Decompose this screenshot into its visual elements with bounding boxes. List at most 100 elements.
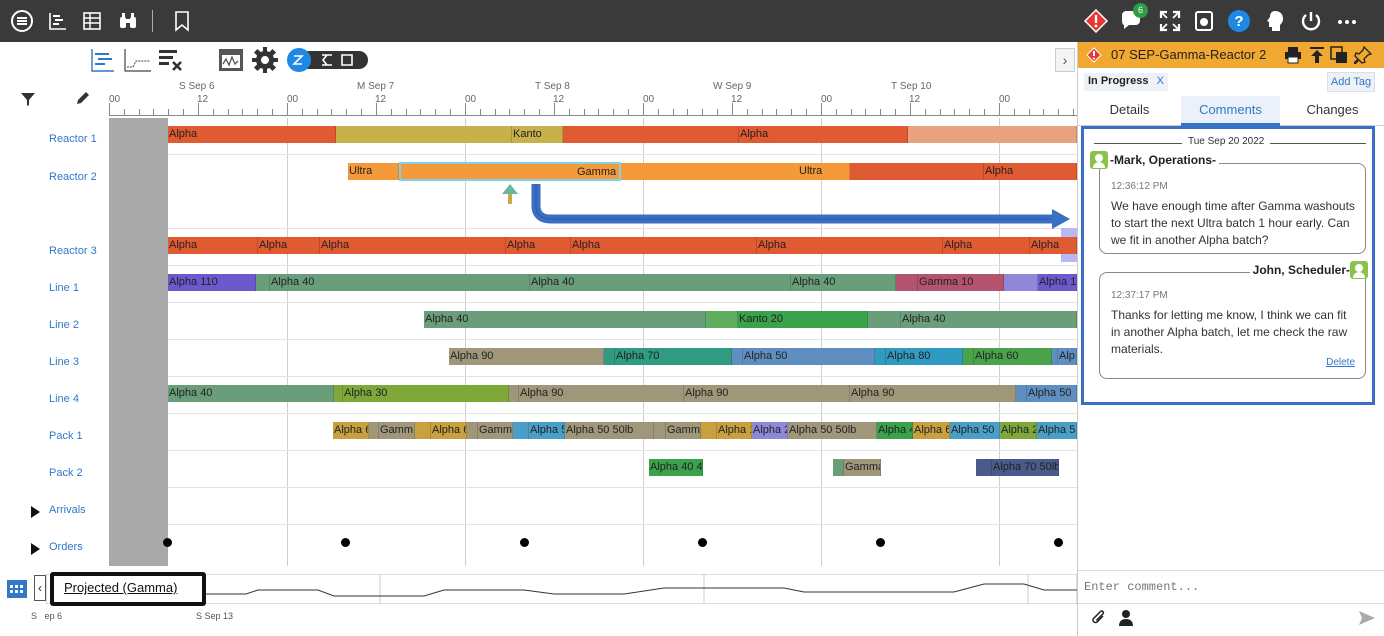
batch-bar[interactable]: Alpha	[1030, 237, 1077, 254]
settings-gear-icon[interactable]	[250, 46, 280, 74]
collapse-panel-chevron-icon[interactable]: ›	[1055, 48, 1075, 72]
batch-bar[interactable]: Alpha 6	[333, 422, 369, 439]
batch-bar-hatched[interactable]	[1016, 385, 1027, 402]
overview-left-chevron-icon[interactable]: ‹	[34, 575, 46, 601]
batch-bar[interactable]: Alpha 40	[530, 274, 791, 291]
batch-bar[interactable]: Alpha 40	[168, 385, 334, 402]
batch-bar[interactable]: Ultra	[348, 163, 399, 180]
batch-bar-hatched[interactable]	[896, 274, 918, 291]
batch-bar[interactable]: Alpha 40	[424, 311, 706, 328]
batch-bar-hatched[interactable]	[875, 348, 886, 365]
filter-icon[interactable]	[20, 92, 36, 109]
row-label-reactor-1[interactable]: Reactor 1	[49, 133, 97, 145]
batch-bar[interactable]: Alpha 40	[270, 274, 530, 291]
copy-icon[interactable]	[1330, 46, 1348, 67]
row-label-reactor-3[interactable]: Reactor 3	[49, 245, 97, 257]
batch-bar-hatched[interactable]	[1004, 274, 1038, 291]
bookmark-icon[interactable]	[168, 7, 196, 35]
order-marker[interactable]	[698, 538, 707, 547]
table-view-icon[interactable]	[78, 7, 106, 35]
batch-bar[interactable]: Gamm	[666, 422, 701, 439]
remove-tag-button[interactable]: X	[1156, 75, 1164, 87]
batch-bar[interactable]: Alpha 50 50lb	[788, 422, 877, 439]
order-marker[interactable]	[163, 538, 172, 547]
row-label-line-1[interactable]: Line 1	[49, 282, 79, 294]
batch-bar[interactable]: Alpha 90	[449, 348, 604, 365]
upload-icon[interactable]	[1308, 46, 1326, 67]
batch-bar[interactable]: Alpha 70	[615, 348, 732, 365]
row-label-pack-1[interactable]: Pack 1	[49, 430, 83, 442]
batch-bar[interactable]: Alpha 90	[519, 385, 684, 402]
alert-diamond-icon[interactable]	[1082, 7, 1110, 35]
calendar-icon[interactable]	[6, 577, 28, 602]
batch-bar-hatched[interactable]	[467, 422, 478, 439]
batch-bar[interactable]: Alpha 5	[529, 422, 565, 439]
user-head-icon[interactable]	[1261, 7, 1289, 35]
batch-bar[interactable]: Alpha 6	[431, 422, 467, 439]
batch-bar-hatched[interactable]	[336, 126, 512, 143]
batch-bar[interactable]: Alpha	[258, 237, 320, 254]
row-label-reactor-2[interactable]: Reactor 2	[49, 171, 97, 183]
batch-bar[interactable]: Gamm	[379, 422, 415, 439]
batch-bar[interactable]: Alpha	[757, 237, 943, 254]
tab-details[interactable]: Details	[1109, 102, 1150, 117]
batch-bar[interactable]: Alpha 2	[1000, 422, 1037, 439]
batch-bar-hatched[interactable]	[563, 126, 739, 143]
batch-bar-hatched[interactable]	[732, 348, 743, 365]
batch-bar[interactable]: Alpha 50	[950, 422, 1000, 439]
trend-chart-icon[interactable]	[122, 46, 154, 74]
batch-bar[interactable]: Alpha 50	[1027, 385, 1077, 402]
order-marker[interactable]	[1054, 538, 1063, 547]
batch-bar[interactable]: Alpha 50	[743, 348, 875, 365]
batch-bar-hatched[interactable]	[415, 422, 431, 439]
batch-bar[interactable]: Alp	[1058, 348, 1077, 365]
attach-paperclip-icon[interactable]	[1090, 609, 1108, 630]
info-tile-icon[interactable]	[1190, 7, 1218, 35]
batch-bar[interactable]: Alpha	[943, 237, 1030, 254]
batch-bar[interactable]: Alpha 110	[168, 274, 256, 291]
batch-bar-hatched[interactable]	[908, 126, 1077, 143]
batch-bar[interactable]: Alpha 40	[791, 274, 896, 291]
binoculars-icon[interactable]	[114, 7, 142, 35]
batch-bar[interactable]: Alpha 4	[877, 422, 913, 439]
batch-bar[interactable]: Alpha 6	[913, 422, 950, 439]
more-options-icon[interactable]	[1333, 7, 1361, 35]
app-menu-icon[interactable]	[8, 7, 36, 35]
batch-bar[interactable]: Alpha 30	[343, 385, 509, 402]
gantt-layout-icon[interactable]	[88, 46, 118, 74]
pin-icon[interactable]	[1353, 45, 1373, 67]
clear-rows-icon[interactable]	[156, 46, 186, 74]
batch-bar-hatched[interactable]	[976, 459, 992, 476]
fullscreen-icon[interactable]	[1156, 7, 1184, 35]
batch-bar-hatched[interactable]	[701, 422, 717, 439]
expand-orders-icon[interactable]	[31, 543, 40, 555]
batch-bar-hatched[interactable]: Ultra	[621, 163, 850, 180]
batch-bar[interactable]: Alpha 80	[886, 348, 963, 365]
batch-bar-hatched[interactable]	[654, 422, 666, 439]
batch-bar-hatched[interactable]	[963, 348, 974, 365]
projected-scenario-selector[interactable]: Projected (Gamma)	[50, 572, 206, 606]
delete-comment-link[interactable]: Delete	[1326, 357, 1355, 368]
power-icon[interactable]	[1297, 7, 1325, 35]
selected-batch-bar[interactable]: Gamma	[399, 162, 621, 181]
batch-bar-hatched[interactable]	[850, 163, 984, 180]
batch-bar[interactable]: Alpha 50 50lb	[565, 422, 654, 439]
batch-bar[interactable]: Alpha	[506, 237, 571, 254]
batch-bar[interactable]: Alpha 60	[974, 348, 1052, 365]
batch-bar[interactable]: Alpha 40 4	[649, 459, 703, 476]
batch-bar-hatched[interactable]	[1052, 348, 1058, 365]
batch-bar-hatched[interactable]	[369, 422, 379, 439]
batch-bar[interactable]: Gamma 10	[918, 274, 1004, 291]
row-label-arrivals[interactable]: Arrivals	[49, 504, 86, 516]
edit-pencil-icon[interactable]	[76, 91, 90, 110]
batch-bar[interactable]: Alpha	[320, 237, 506, 254]
batch-bar[interactable]: Alpha 90	[850, 385, 1016, 402]
batch-bar[interactable]: Alpha 5	[1037, 422, 1077, 439]
batch-bar[interactable]: Gamma	[844, 459, 881, 476]
row-label-pack-2[interactable]: Pack 2	[49, 467, 83, 479]
batch-bar[interactable]: Alpha	[571, 237, 757, 254]
batch-bar[interactable]: Alpha	[168, 126, 336, 143]
batch-bar[interactable]: Gamm	[478, 422, 513, 439]
batch-bar[interactable]: Alpha 70 50lb	[992, 459, 1059, 476]
row-label-orders[interactable]: Orders	[49, 541, 83, 553]
